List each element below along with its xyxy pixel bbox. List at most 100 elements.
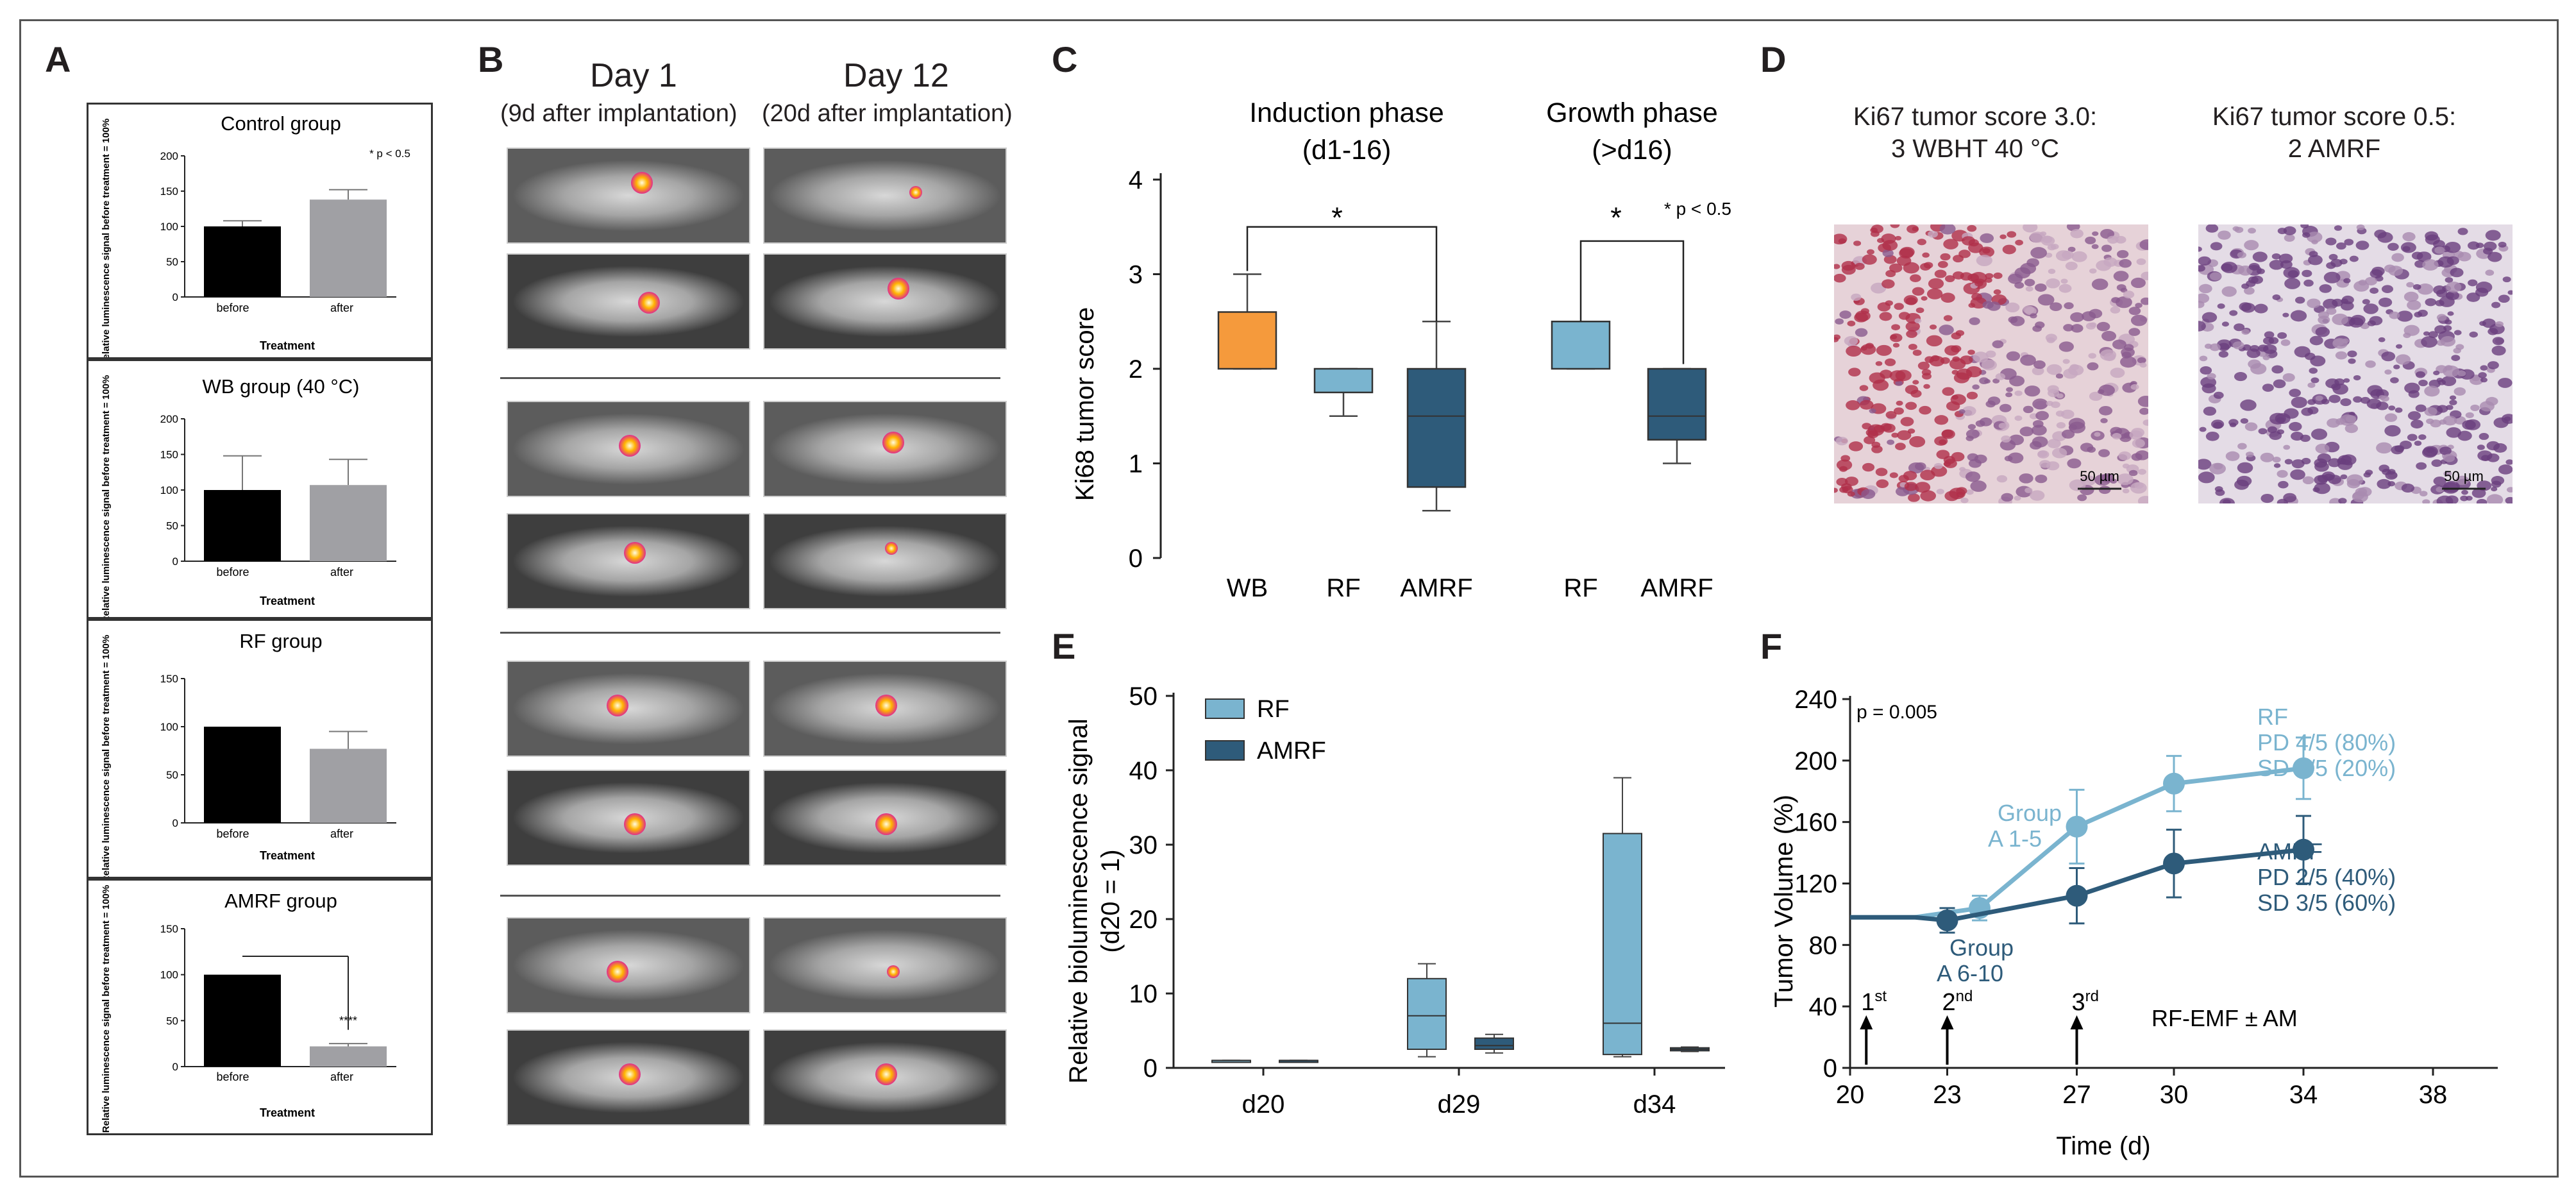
cell-nucleus (1889, 370, 1906, 382)
cell-nucleus (2406, 282, 2414, 288)
x-tick-label: 27 (2062, 1081, 2091, 1109)
cell-nucleus (2214, 486, 2223, 492)
cell-nucleus (2449, 395, 2457, 400)
cell-nucleus (1876, 344, 1892, 356)
cell-nucleus (1900, 417, 1914, 427)
cell-nucleus (2113, 271, 2129, 282)
cell-nucleus (2315, 395, 2323, 401)
cell-nucleus (2384, 413, 2398, 422)
cell-nucleus (2480, 365, 2488, 371)
cell-nucleus (2211, 419, 2225, 429)
cell-nucleus (2387, 242, 2399, 251)
cell-nucleus (2241, 328, 2250, 335)
cell-nucleus (1981, 359, 1997, 371)
cell-nucleus (2302, 269, 2312, 278)
bar-label-after: after (330, 566, 353, 579)
cell-nucleus (2221, 263, 2233, 272)
cell-nucleus (2024, 278, 2035, 287)
cell-nucleus (2200, 366, 2212, 375)
cell-nucleus (2256, 268, 2265, 275)
cell-nucleus (2291, 396, 2307, 409)
cell-nucleus (2050, 244, 2059, 249)
cell-nucleus (2506, 487, 2513, 493)
panel-a-wb: WB group (40 °C) 0 50 100 150 200 before aft… (87, 359, 433, 623)
cell-nucleus (2245, 452, 2254, 457)
cell-nucleus (2482, 318, 2496, 328)
legend-amrf: AMRF (1257, 738, 1326, 765)
cell-nucleus (1967, 350, 1975, 355)
cell-nucleus (2248, 262, 2260, 271)
legend-swatch-rf (1205, 698, 1245, 719)
cell-nucleus (2491, 345, 2506, 356)
mouse-image (763, 661, 1007, 757)
cell-nucleus (1973, 351, 1989, 363)
cell-nucleus (1871, 224, 1884, 233)
cell-nucleus (2062, 359, 2070, 364)
cell-nucleus (2209, 343, 2221, 351)
cell-nucleus (2248, 359, 2261, 369)
cell-nucleus (1942, 387, 1955, 396)
cell-nucleus (1956, 368, 1973, 380)
y-axis-label: Relative luminescence signal before trea… (101, 375, 112, 617)
cell-nucleus (2071, 324, 2084, 333)
cell-nucleus (2289, 421, 2302, 432)
cell-nucleus (2115, 235, 2126, 244)
cell-nucleus (2339, 414, 2356, 426)
cell-nucleus (2273, 463, 2281, 468)
cell-nucleus (2454, 251, 2464, 258)
cell-nucleus (1912, 287, 1924, 296)
group-a1-range: A 1-5 (1988, 825, 2042, 852)
cell-nucleus (2199, 355, 2208, 362)
cell-nucleus (2468, 241, 2480, 250)
cell-nucleus (2198, 471, 2215, 484)
panel-label-d: D (1760, 39, 1787, 80)
cell-nucleus (1993, 272, 2003, 279)
cell-nucleus (2457, 370, 2466, 376)
cell-nucleus (1891, 432, 1899, 438)
control-bar-chart: Control group * p < 0.5 0 50 100 150 200 bef… (101, 112, 410, 366)
cell-nucleus (2229, 310, 2238, 316)
cell-nucleus (2273, 379, 2286, 389)
cell-nucleus (2363, 303, 2378, 314)
cell-nucleus (1915, 307, 1924, 314)
cell-nucleus (2350, 314, 2366, 326)
cell-nucleus (1836, 459, 1853, 471)
cell-nucleus (2340, 301, 2354, 311)
cell-nucleus (2137, 469, 2146, 475)
box-RF (1313, 368, 1374, 394)
cell-nucleus (1860, 344, 1876, 355)
cell-nucleus (1905, 297, 1917, 305)
cell-nucleus (2422, 259, 2439, 271)
induction-sub: (d1-16) (1302, 135, 1392, 165)
cell-nucleus (1971, 292, 1982, 301)
cell-nucleus (2089, 268, 2097, 274)
bar-after (310, 485, 387, 561)
cell-nucleus (2440, 335, 2456, 347)
y-tick-label: 4 (1129, 166, 1143, 194)
cell-nucleus (2205, 431, 2219, 441)
histology-image-left: 50 µm (1834, 224, 2148, 503)
cell-nucleus (2203, 406, 2217, 416)
cell-nucleus (1890, 224, 1900, 228)
cell-nucleus (2436, 378, 2443, 383)
cell-nucleus (2349, 255, 2359, 262)
x-tick-label: AMRF (1400, 574, 1472, 602)
cell-nucleus (2071, 251, 2087, 262)
cell-nucleus (2056, 422, 2066, 429)
box-AMRF (1647, 368, 1707, 441)
cell-nucleus (2283, 444, 2291, 450)
cell-nucleus (2290, 469, 2305, 480)
cell-nucleus (2505, 496, 2513, 503)
bar-label-before: before (216, 1070, 249, 1083)
cell-nucleus (2088, 353, 2096, 359)
mouse-image (507, 513, 750, 609)
cell-nucleus (2445, 277, 2454, 283)
cell-nucleus (2343, 378, 2350, 383)
y-tick-label: 0 (1129, 545, 1143, 573)
cell-nucleus (2006, 387, 2014, 393)
cell-nucleus (1936, 489, 1944, 494)
cell-nucleus (2343, 278, 2351, 283)
cell-nucleus (1834, 487, 1838, 493)
cell-nucleus (2122, 488, 2130, 494)
cell-nucleus (1881, 279, 1895, 289)
